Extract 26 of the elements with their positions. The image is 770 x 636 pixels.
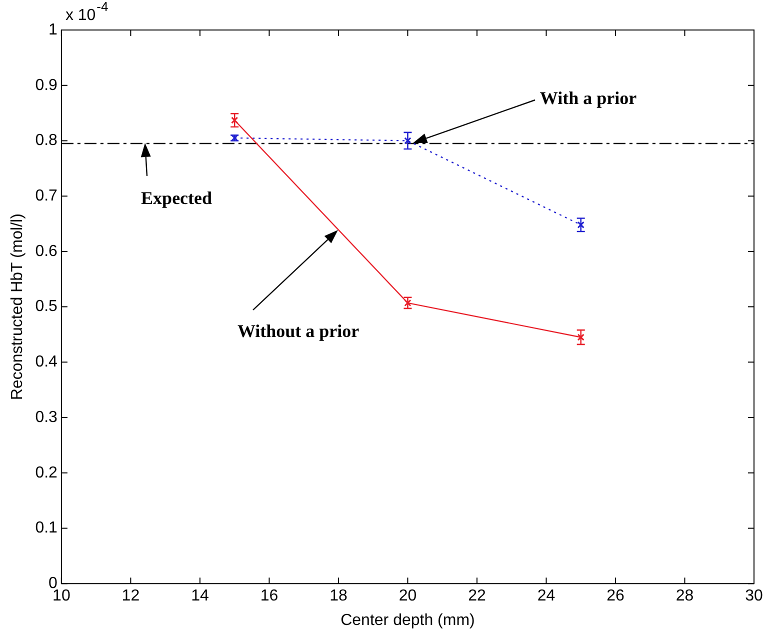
x-tick-label: 16 — [260, 588, 278, 605]
x-tick-label: 24 — [537, 588, 556, 605]
x-tick-label: 12 — [122, 588, 140, 605]
y-tick-label: 0.9 — [35, 76, 58, 94]
x-tick-label: 30 — [745, 588, 763, 605]
x-tick-label: 10 — [52, 588, 70, 605]
x-tick-label: 28 — [676, 588, 694, 605]
x-tick-label: 26 — [606, 588, 624, 605]
y-axis-title: Reconstructed HbT (mol/l) — [9, 214, 26, 400]
y-tick-label: 0.5 — [35, 298, 58, 316]
y-tick-label: 1 — [48, 21, 58, 38]
y-tick-label: 0.3 — [35, 408, 58, 426]
y-tick-label: 0.1 — [35, 520, 58, 537]
x-tick-label: 20 — [398, 588, 417, 605]
y-tick-label: 0.4 — [35, 354, 58, 371]
y-tick-label: 0.7 — [35, 187, 58, 204]
x-tick-label: 18 — [330, 588, 348, 605]
y-tick-label: 0.8 — [35, 132, 58, 150]
y-tick-label: 0.6 — [35, 242, 58, 260]
text: With a prior — [540, 88, 637, 108]
x-tick-label: 22 — [468, 588, 486, 605]
text: Without a prior — [237, 320, 360, 341]
y-tick-label: 0.2 — [35, 464, 58, 482]
x-axis-title: Center depth (mm) — [340, 612, 475, 629]
x-tick-label: 14 — [191, 588, 209, 605]
annotation: Expected — [141, 188, 212, 208]
